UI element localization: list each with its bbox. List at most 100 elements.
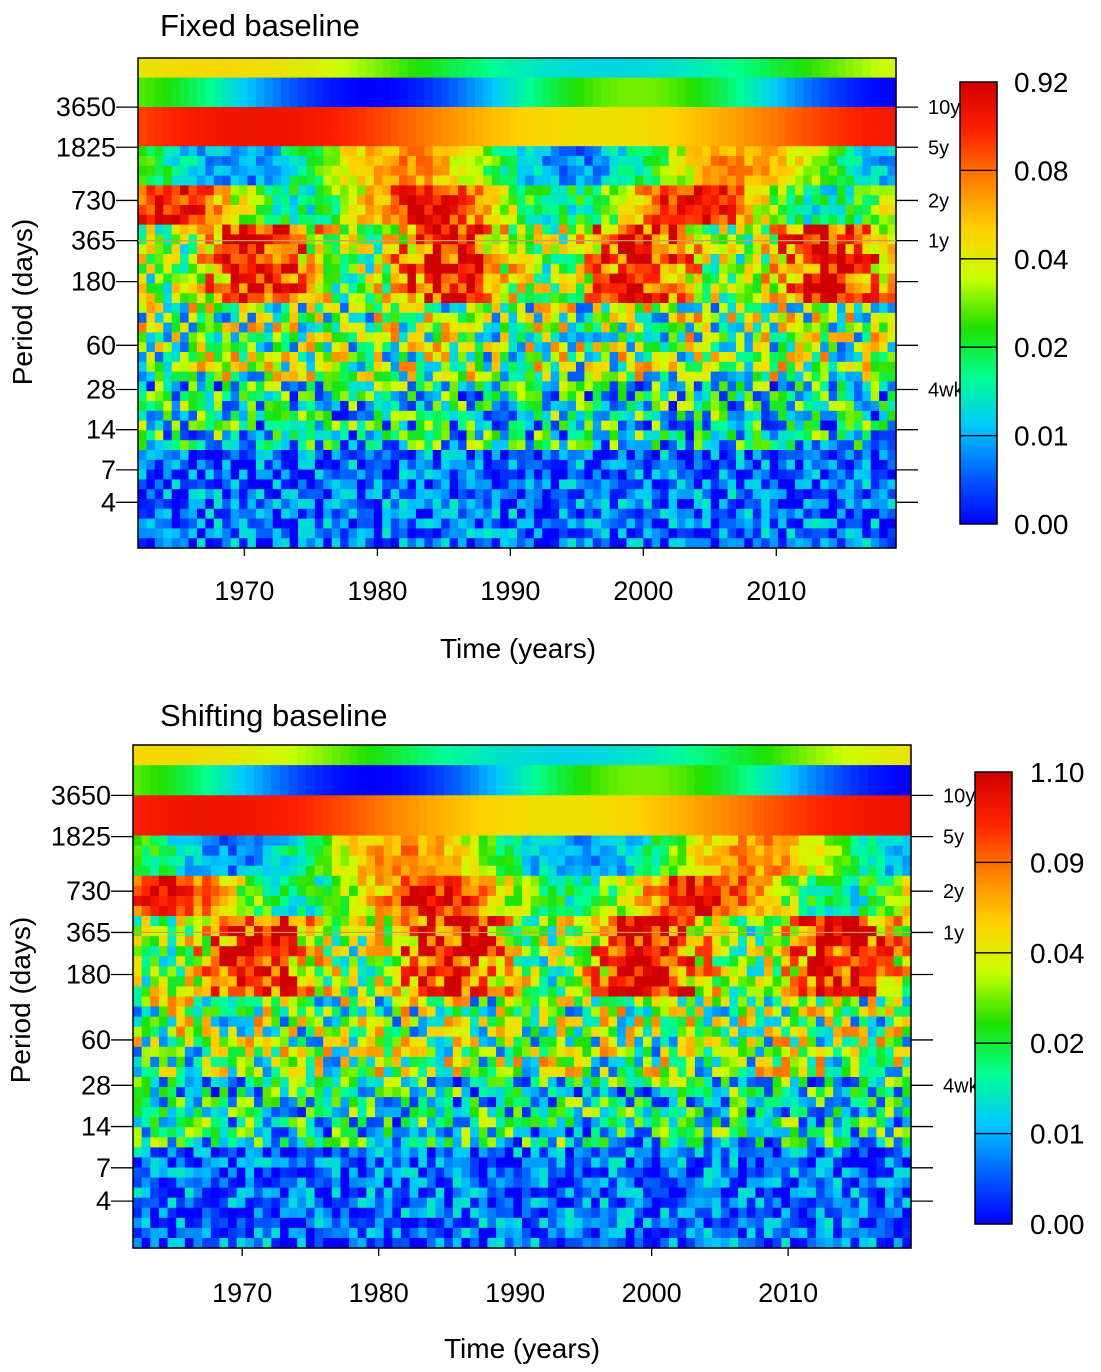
- heatmap-cell: [255, 224, 265, 235]
- heatmap-cell: [331, 273, 341, 284]
- heatmap-cell: [373, 391, 383, 402]
- heatmap-cell: [837, 538, 847, 549]
- heatmap-cell: [550, 126, 560, 137]
- heatmap-cell: [432, 146, 442, 157]
- heatmap-cell: [542, 156, 552, 167]
- heatmap-cell: [213, 165, 223, 177]
- heatmap-cell: [769, 342, 779, 353]
- heatmap-cell: [575, 489, 585, 500]
- heatmap-cell: [559, 214, 569, 226]
- heatmap-cell: [222, 459, 232, 471]
- heatmap-cell: [786, 107, 796, 118]
- heatmap-cell: [702, 410, 712, 422]
- heatmap-cell: [677, 185, 687, 196]
- heatmap-cell: [272, 303, 282, 314]
- heatmap-cell: [752, 126, 762, 137]
- heatmap-cell: [239, 352, 249, 363]
- heatmap-cell: [458, 420, 468, 431]
- heatmap-cell: [163, 410, 173, 422]
- heatmap-cell: [592, 97, 602, 108]
- heatmap-cell: [158, 755, 169, 766]
- heatmap-cell: [794, 185, 804, 196]
- heatmap-cell: [517, 371, 527, 382]
- heatmap-cell: [508, 185, 518, 196]
- heatmap-cell: [592, 175, 602, 186]
- heatmap-cell: [837, 459, 847, 471]
- heatmap-cell: [820, 175, 830, 186]
- heatmap-cell: [744, 391, 754, 402]
- heatmap-cell: [592, 58, 602, 69]
- heatmap-cell: [146, 107, 156, 118]
- heatmap-cell: [539, 745, 549, 756]
- heatmap-cell: [382, 136, 392, 147]
- heatmap-cell: [228, 775, 238, 786]
- heatmap-cell: [693, 165, 703, 177]
- heatmap-cell: [786, 97, 796, 108]
- heatmap-cell: [525, 156, 535, 167]
- heatmap-cell: [853, 381, 863, 392]
- heatmap-cell: [525, 77, 535, 88]
- heatmap-cell: [668, 440, 678, 451]
- heatmap-cell: [146, 499, 156, 510]
- heatmap-cell: [500, 244, 510, 255]
- heatmap-cell: [677, 469, 687, 480]
- heatmap-cell: [458, 322, 468, 333]
- heatmap-cell: [407, 273, 417, 284]
- heatmap-cell: [213, 185, 223, 196]
- heatmap-cell: [196, 254, 206, 265]
- heatmap-cell: [314, 765, 324, 776]
- heatmap-cell: [281, 303, 291, 314]
- heatmap-cell: [247, 254, 257, 265]
- heatmap-cell: [887, 273, 897, 284]
- heatmap-cell: [188, 116, 198, 128]
- heatmap-cell: [205, 342, 215, 353]
- heatmap-cell: [828, 126, 838, 137]
- heatmap-cell: [205, 67, 215, 79]
- heatmap-cell: [556, 775, 566, 786]
- heatmap-cell: [879, 195, 889, 206]
- heatmap-cell: [365, 146, 375, 157]
- heatmap-cell: [424, 430, 434, 441]
- heatmap-cell: [738, 775, 748, 786]
- heatmap-cell: [171, 67, 181, 79]
- heatmap-cell: [163, 97, 173, 108]
- heatmap-cell: [432, 244, 442, 255]
- heatmap-cell: [853, 67, 863, 79]
- heatmap-cell: [601, 322, 611, 333]
- heatmap-cell: [824, 745, 834, 756]
- heatmap-cell: [755, 775, 765, 786]
- heatmap-cell: [255, 165, 265, 177]
- heatmap-cell: [584, 312, 594, 324]
- heatmap-cell: [685, 450, 695, 461]
- heatmap-cell: [533, 518, 543, 529]
- heatmap-cell: [483, 165, 493, 177]
- heatmap-cell: [196, 518, 206, 529]
- heatmap-cell: [820, 499, 830, 510]
- heatmap-cell: [584, 342, 594, 353]
- heatmap-cell: [230, 469, 240, 480]
- heatmap-cell: [778, 165, 788, 177]
- heatmap-cell: [719, 538, 729, 549]
- heatmap-cell: [626, 303, 636, 314]
- heatmap-cell: [744, 420, 754, 431]
- heatmap-cell: [609, 479, 619, 490]
- heatmap-cell: [601, 214, 611, 226]
- heatmap-cell: [255, 77, 265, 88]
- heatmap-cell: [811, 87, 821, 98]
- heatmap-cell: [533, 391, 543, 402]
- heatmap-cell: [820, 58, 830, 69]
- heatmap-cell: [862, 136, 872, 147]
- heatmap-cell: [660, 361, 670, 373]
- heatmap-cell: [781, 775, 791, 786]
- heatmap-cell: [702, 528, 712, 539]
- heatmap-cell: [163, 156, 173, 167]
- heatmap-cell: [146, 303, 156, 314]
- heatmap-cell: [474, 107, 484, 118]
- heatmap-cell: [752, 342, 762, 353]
- heatmap-cell: [643, 126, 653, 137]
- heatmap-cell: [668, 765, 679, 776]
- heatmap-cell: [693, 234, 703, 245]
- heatmap-cell: [483, 450, 493, 461]
- heatmap-cell: [584, 205, 594, 216]
- heatmap-cell: [618, 87, 628, 98]
